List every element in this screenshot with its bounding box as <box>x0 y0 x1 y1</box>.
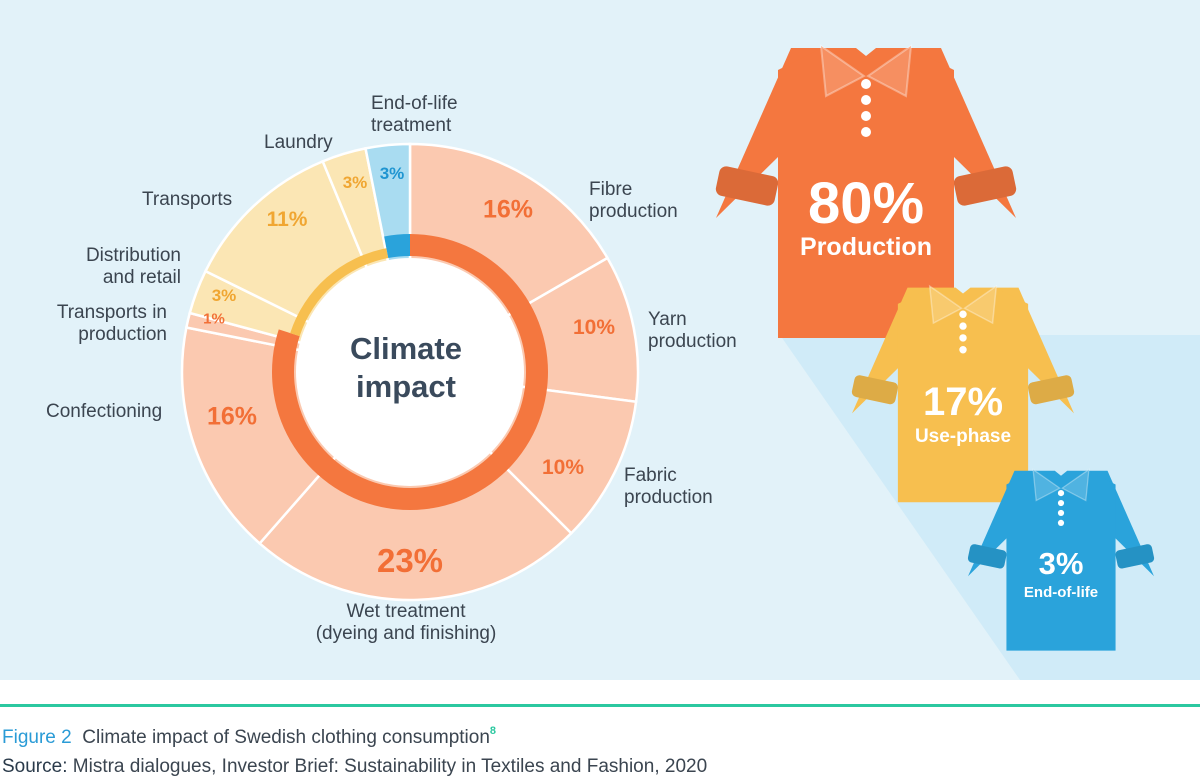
pct-laundry: 3% <box>342 173 368 192</box>
shirt-end-of-life <box>967 468 1155 651</box>
donut-inner-ring <box>272 234 548 511</box>
shirt-end-of-life-value: 3% <box>1038 546 1084 581</box>
donut-center <box>296 258 524 486</box>
shirt-production-button-1 <box>861 79 871 89</box>
shirt-production-button-4 <box>861 127 871 137</box>
figure-panel: Climate impact Fibre production Yarn pro… <box>0 0 1200 680</box>
shirt-end-of-life-body <box>1006 470 1116 651</box>
shirt-production <box>715 43 1017 338</box>
shirt-use-phase-body <box>897 287 1029 503</box>
label-end-of-life-treatment: End-of-life treatment <box>371 93 458 136</box>
pct-distribution-and-retail: 3% <box>211 286 237 305</box>
label-transports: Transports <box>142 189 233 210</box>
figure-caption: Figure 2 Climate impact of Swedish cloth… <box>2 725 497 749</box>
pct-transports-in-production: 1% <box>203 310 225 328</box>
shirt-end-of-life-button-4 <box>1057 519 1065 526</box>
shirt-end-of-life-button-2 <box>1057 499 1065 507</box>
shirt-production-left-collar <box>819 43 866 98</box>
source-text: Mistra dialogues, Investor Brief: Sustai… <box>72 756 708 777</box>
figure-label: Figure 2 <box>2 727 72 748</box>
shirt-production-label: Production <box>800 233 932 261</box>
shirt-use-phase-button-1 <box>959 310 967 318</box>
pct-wet-treatment: 23% <box>376 542 444 579</box>
pct-end-of-life-treatment: 3% <box>379 164 405 183</box>
label-fibre-production: Fibre production <box>589 179 678 222</box>
shirt-use-phase-right-collar <box>963 284 998 325</box>
pct-transports: 11% <box>266 208 308 231</box>
shirt-production-button-3 <box>861 111 871 121</box>
pct-fabric-production: 10% <box>541 456 585 479</box>
chart-canvas <box>180 43 1200 680</box>
divider-line <box>0 704 1200 707</box>
shirt-use-phase <box>851 284 1075 503</box>
shirt-use-phase-left-collar <box>928 284 963 325</box>
pct-fibre-production: 16% <box>482 195 534 224</box>
shirt-use-phase-button-3 <box>959 334 967 342</box>
shirt-production-left-cuff <box>715 166 779 206</box>
shirt-production-right-cuff <box>953 166 1017 206</box>
center-title: Climate impact <box>350 331 462 404</box>
shirt-production-right-collar <box>866 43 913 98</box>
label-confectioning: Confectioning <box>46 401 163 422</box>
label-transports-in-production: Transports in production <box>56 302 167 345</box>
shirt-use-phase-label: Use-phase <box>914 426 1012 447</box>
label-laundry: Laundry <box>264 132 333 153</box>
shirt-end-of-life-right-collar <box>1061 468 1090 502</box>
shirt-end-of-life-label: End-of-life <box>1023 584 1099 601</box>
shirt-production-button-2 <box>861 95 871 105</box>
shirt-end-of-life-left-collar <box>1032 468 1061 502</box>
pct-yarn-production: 10% <box>572 316 616 339</box>
shirt-use-phase-button-2 <box>959 322 967 330</box>
source-label: Source: <box>2 756 68 777</box>
shirt-end-of-life-left-cuff <box>967 544 1007 569</box>
label-fabric-production: Fabric production <box>624 465 713 508</box>
footnote-marker: 8 <box>489 725 497 737</box>
label-wet-treatment: Wet treatment (dyeing and finishing) <box>315 601 497 644</box>
pct-confectioning: 16% <box>206 402 258 431</box>
phase-ring-use-phase <box>290 248 389 337</box>
shirt-production-value: 80% <box>807 171 925 236</box>
shirt-use-phase-right-cuff <box>1028 375 1075 405</box>
shirt-use-phase-value: 17% <box>922 380 1004 424</box>
shirt-use-phase-button-4 <box>959 346 967 354</box>
shirt-use-phase-left-cuff <box>851 375 898 405</box>
caption-text: Climate impact of Swedish clothing consu… <box>82 727 490 748</box>
shirt-production-body <box>778 48 954 338</box>
shirt-end-of-life-button-1 <box>1057 490 1065 497</box>
label-yarn-production: Yarn production <box>648 309 737 352</box>
source-line: Source: Mistra dialogues, Investor Brief… <box>2 756 707 778</box>
label-distribution-and-retail: Distribution and retail <box>85 245 181 288</box>
phase-ring-end-of-life <box>384 234 410 259</box>
shirt-end-of-life-button-3 <box>1057 509 1065 517</box>
shirt-end-of-life-right-cuff <box>1115 544 1155 569</box>
